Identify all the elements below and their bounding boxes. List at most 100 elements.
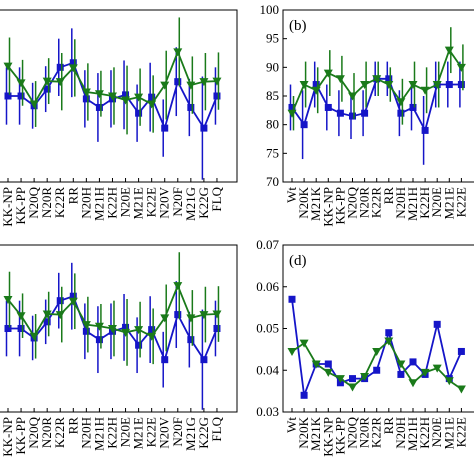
x-tick-label: N20H (78, 187, 93, 219)
x-tick-label: N20F (170, 187, 185, 217)
x-tick-label: K22R (52, 417, 67, 448)
marker (420, 86, 430, 95)
x-tick-label: RR (65, 187, 80, 205)
marker (43, 318, 51, 326)
marker (186, 81, 196, 90)
marker (95, 336, 103, 344)
marker (82, 327, 90, 335)
x-tick-label: M21H (405, 417, 420, 451)
x-tick-label: N20K (296, 186, 311, 218)
marker (107, 92, 117, 101)
marker (324, 103, 332, 111)
marker (300, 121, 308, 129)
marker (69, 59, 77, 67)
x-tick-label: FLQ (209, 186, 224, 211)
marker (147, 332, 157, 341)
marker (361, 109, 369, 117)
marker (456, 385, 466, 394)
marker (94, 322, 104, 331)
marker (349, 375, 356, 383)
marker (349, 112, 356, 120)
marker (147, 100, 157, 109)
marker (348, 383, 357, 392)
marker (287, 109, 297, 118)
marker (385, 329, 393, 337)
marker (107, 325, 117, 333)
marker (408, 81, 418, 90)
panel-label: (b) (289, 18, 307, 34)
marker (81, 88, 91, 97)
marker (360, 373, 370, 382)
marker (348, 92, 357, 101)
x-tick-label: M21H (91, 187, 106, 221)
y-tick-label: 0.07 (256, 237, 279, 252)
x-tick-label: RR (381, 187, 396, 205)
series-group (287, 27, 466, 165)
x-tick-label: N20R (39, 417, 54, 448)
x-tick-label: M21H (405, 187, 420, 221)
marker (397, 109, 405, 117)
x-tick-label: Wt (284, 417, 299, 433)
marker (336, 109, 344, 117)
marker (288, 295, 296, 303)
marker (161, 356, 169, 364)
x-tick-label: K22H (417, 417, 432, 449)
marker (174, 311, 182, 319)
marker (445, 81, 453, 89)
x-tick-label: K22H (104, 417, 119, 449)
marker (135, 109, 143, 117)
y-tick-label: 85 (266, 88, 279, 103)
x-tick-label: RR (381, 417, 396, 435)
x-tick-label: M21H (91, 417, 106, 451)
marker (160, 81, 170, 90)
x-tick-label: K22R (52, 187, 67, 218)
x-tick-label: K22E (144, 187, 159, 217)
marker (323, 69, 333, 78)
marker (373, 366, 381, 374)
x-tick-label: KK-PP (13, 417, 28, 455)
marker (121, 96, 131, 105)
marker (299, 81, 309, 90)
marker (420, 368, 430, 377)
x-tick-label: K22G (196, 417, 211, 449)
marker (121, 328, 131, 337)
marker (299, 339, 309, 348)
x-tick-label: N20E (429, 187, 444, 217)
marker (134, 326, 144, 335)
y-tick-label: 0.06 (256, 279, 279, 294)
series-group (287, 295, 466, 399)
x-tick-label: KK-NP (320, 187, 335, 227)
marker (43, 85, 51, 93)
marker (173, 48, 183, 57)
marker (16, 312, 26, 321)
y-tick-label: 90 (266, 59, 279, 74)
x-tick-label: N20H (393, 417, 408, 449)
y-tick-label: 0.03 (256, 404, 279, 419)
y-tick-label: 0.05 (256, 321, 279, 336)
marker (134, 93, 144, 102)
marker (335, 75, 345, 84)
x-tick-label: M21G (183, 187, 198, 221)
marker (174, 78, 182, 86)
x-tick-label: N20Q (345, 416, 360, 448)
marker (287, 347, 297, 356)
plot-frame (0, 9, 238, 183)
x-tick-label: N20V (157, 416, 172, 448)
marker (385, 75, 393, 83)
x-tick-label: K22E (453, 187, 468, 217)
series-group (3, 252, 222, 410)
x-tick-label: KK-PP (332, 187, 347, 225)
marker (81, 321, 91, 330)
marker (148, 326, 156, 334)
marker (69, 292, 77, 300)
x-tick-label: N20E (118, 417, 133, 447)
x-tick-label: KK-PP (332, 417, 347, 455)
x-tick-label: KK-NP (0, 187, 15, 227)
x-tick-label: M21E (131, 187, 146, 220)
x-tick-label: N20R (357, 187, 372, 218)
marker (372, 347, 382, 356)
marker (384, 81, 394, 90)
marker (187, 103, 195, 111)
plot-frame (0, 244, 238, 413)
y-tick-label: 100 (260, 2, 280, 17)
